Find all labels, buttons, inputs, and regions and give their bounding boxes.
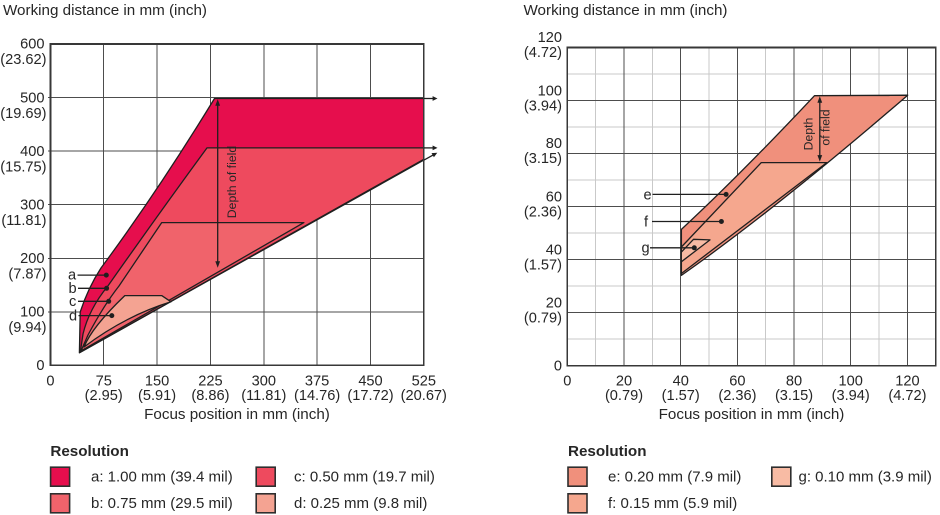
svg-text:Resolution: Resolution bbox=[568, 443, 646, 460]
svg-text:450: 450 bbox=[358, 373, 382, 389]
svg-text:(11.81): (11.81) bbox=[1, 213, 46, 229]
svg-text:80: 80 bbox=[786, 373, 802, 389]
svg-text:g: 0.10 mm (3.9 mil): g: 0.10 mm (3.9 mil) bbox=[799, 468, 932, 485]
svg-text:(4.72): (4.72) bbox=[524, 45, 562, 61]
svg-text:60: 60 bbox=[729, 373, 745, 389]
svg-text:(17.72): (17.72) bbox=[347, 388, 393, 404]
svg-text:100: 100 bbox=[839, 373, 863, 389]
svg-text:a: 1.00 mm (39.4 mil): a: 1.00 mm (39.4 mil) bbox=[91, 468, 233, 485]
svg-text:Focus position in mm (inch): Focus position in mm (inch) bbox=[144, 406, 330, 423]
svg-text:20: 20 bbox=[546, 295, 562, 311]
svg-text:Working distance in mm (inch): Working distance in mm (inch) bbox=[3, 2, 207, 19]
svg-text:(3.94): (3.94) bbox=[524, 98, 562, 114]
svg-text:Working distance in mm (inch): Working distance in mm (inch) bbox=[524, 2, 728, 19]
svg-text:(2.36): (2.36) bbox=[718, 388, 756, 404]
svg-text:600: 600 bbox=[20, 37, 44, 53]
svg-text:200: 200 bbox=[20, 251, 44, 267]
svg-text:e: 0.20 mm (7.9 mil): e: 0.20 mm (7.9 mil) bbox=[608, 468, 741, 485]
svg-text:(2.95): (2.95) bbox=[85, 388, 123, 404]
svg-text:f: f bbox=[644, 214, 649, 230]
svg-text:(4.72): (4.72) bbox=[888, 388, 926, 404]
svg-text:(1.57): (1.57) bbox=[524, 257, 562, 273]
svg-text:(1.57): (1.57) bbox=[662, 388, 700, 404]
svg-text:d: 0.25 mm (9.8 mil): d: 0.25 mm (9.8 mil) bbox=[294, 495, 427, 512]
svg-text:(3.15): (3.15) bbox=[775, 388, 813, 404]
svg-text:60: 60 bbox=[546, 189, 562, 205]
svg-text:375: 375 bbox=[305, 373, 329, 389]
svg-text:Focus position in mm (inch): Focus position in mm (inch) bbox=[659, 406, 845, 423]
svg-text:0: 0 bbox=[46, 373, 54, 389]
svg-text:b: 0.75 mm (29.5 mil): b: 0.75 mm (29.5 mil) bbox=[91, 495, 233, 512]
svg-text:500: 500 bbox=[20, 90, 44, 106]
svg-text:(15.75): (15.75) bbox=[0, 159, 46, 175]
svg-text:(0.79): (0.79) bbox=[524, 310, 562, 326]
svg-text:d: d bbox=[69, 308, 77, 324]
svg-text:(14.76): (14.76) bbox=[294, 388, 340, 404]
svg-text:300: 300 bbox=[20, 197, 44, 213]
svg-text:(11.81): (11.81) bbox=[241, 388, 286, 404]
svg-text:(3.15): (3.15) bbox=[524, 151, 562, 167]
svg-text:b: b bbox=[69, 281, 77, 297]
svg-text:(23.62): (23.62) bbox=[0, 52, 46, 68]
svg-text:225: 225 bbox=[198, 373, 222, 389]
svg-text:40: 40 bbox=[673, 373, 689, 389]
svg-text:a: a bbox=[68, 268, 77, 284]
svg-text:f: 0.15 mm (5.9 mil): f: 0.15 mm (5.9 mil) bbox=[608, 495, 737, 512]
svg-text:525: 525 bbox=[412, 373, 436, 389]
svg-text:c: c bbox=[69, 294, 76, 310]
svg-text:0: 0 bbox=[563, 373, 571, 389]
svg-text:Depth of field: Depth of field bbox=[225, 146, 239, 219]
svg-text:(0.79): (0.79) bbox=[605, 388, 643, 404]
svg-text:(3.94): (3.94) bbox=[832, 388, 870, 404]
svg-text:300: 300 bbox=[252, 373, 276, 389]
svg-text:80: 80 bbox=[546, 136, 562, 152]
svg-text:0: 0 bbox=[554, 358, 562, 374]
svg-text:100: 100 bbox=[538, 83, 562, 99]
svg-text:g: g bbox=[642, 241, 650, 257]
svg-text:(9.94): (9.94) bbox=[8, 320, 46, 336]
svg-text:40: 40 bbox=[546, 242, 562, 258]
svg-text:(20.67): (20.67) bbox=[401, 388, 447, 404]
svg-text:(7.87): (7.87) bbox=[8, 267, 46, 283]
svg-text:(19.69): (19.69) bbox=[0, 106, 46, 122]
svg-text:(2.36): (2.36) bbox=[524, 204, 562, 220]
svg-text:0: 0 bbox=[36, 358, 44, 374]
svg-text:Depth: Depth bbox=[801, 117, 815, 150]
svg-text:120: 120 bbox=[895, 373, 919, 389]
svg-text:e: e bbox=[644, 187, 652, 203]
svg-text:400: 400 bbox=[20, 144, 44, 160]
svg-text:75: 75 bbox=[96, 373, 112, 389]
svg-text:(8.86): (8.86) bbox=[191, 388, 229, 404]
svg-text:100: 100 bbox=[20, 305, 44, 321]
svg-text:of field: of field bbox=[819, 109, 833, 145]
svg-text:c: 0.50 mm (19.7 mil): c: 0.50 mm (19.7 mil) bbox=[294, 468, 435, 485]
svg-text:Resolution: Resolution bbox=[50, 443, 128, 460]
svg-text:150: 150 bbox=[145, 373, 169, 389]
svg-text:120: 120 bbox=[538, 30, 562, 46]
svg-text:(5.91): (5.91) bbox=[138, 388, 176, 404]
svg-text:20: 20 bbox=[616, 373, 632, 389]
